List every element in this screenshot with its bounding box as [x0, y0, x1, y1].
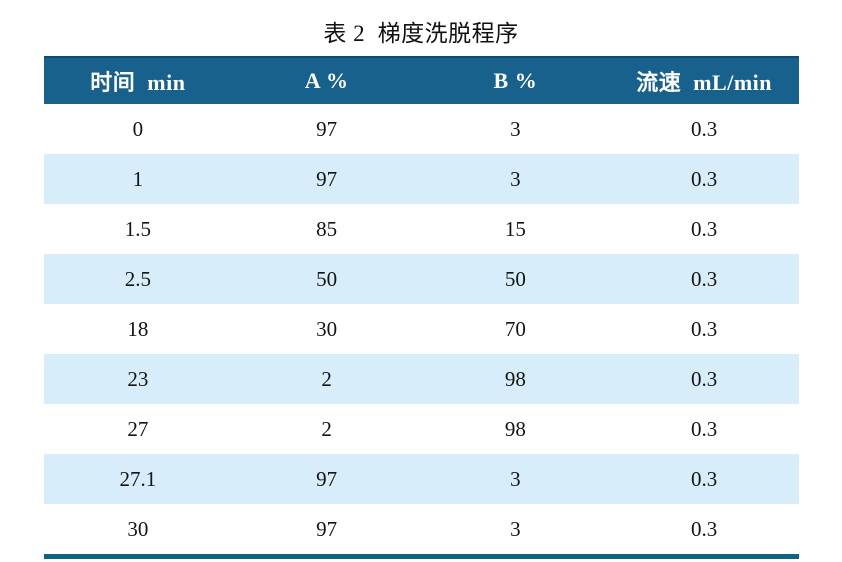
table-row: 1.5 85 15 0.3	[44, 204, 799, 254]
cell-flow-rate: 0.3	[691, 466, 718, 491]
cell-flow-rate: 0.3	[691, 166, 718, 191]
header-flow-rate: 流速 mL/min	[609, 56, 799, 104]
cell-flow-rate: 0.3	[691, 316, 718, 341]
gradient-elution-table: 时间 min A % B % 流速 mL/min 0 97 3 0.3 1 97…	[43, 56, 799, 559]
cell-b-percent: 3	[510, 516, 521, 541]
header-row: 时间 min A % B % 流速 mL/min	[43, 56, 799, 104]
header-a-percent: A %	[232, 56, 421, 104]
cell-b-percent: 70	[504, 316, 526, 341]
cell-flow-rate: 0.3	[691, 216, 718, 241]
cell-time: 1.5	[124, 216, 151, 241]
header-b-percent: B %	[421, 56, 610, 104]
header-time: 时间 min	[43, 56, 233, 104]
cell-time: 0	[132, 116, 144, 141]
cell-a-percent: 2	[321, 366, 332, 391]
table-row: 23 2 98 0.3	[43, 354, 799, 404]
table-row: 27.1 97 3 0.3	[43, 454, 799, 504]
table-row: 27 2 98 0.3	[44, 404, 799, 454]
table-row: 30 97 3 0.3	[44, 504, 799, 557]
cell-a-percent: 97	[316, 166, 338, 191]
table-row: 0 97 3 0.3	[44, 104, 799, 154]
table-title: 表 2 梯度洗脱程序	[323, 21, 519, 46]
table-row: 1 97 3 0.3	[43, 154, 799, 204]
cell-flow-rate: 0.3	[691, 116, 718, 141]
cell-time: 27.1	[119, 466, 157, 491]
cell-a-percent: 97	[316, 516, 338, 541]
cell-flow-rate: 0.3	[691, 516, 718, 541]
cell-time: 18	[127, 316, 149, 341]
cell-flow-rate: 0.3	[691, 266, 718, 291]
table-row: 2.5 50 50 0.3	[43, 254, 799, 304]
cell-flow-rate: 0.3	[691, 416, 718, 441]
cell-a-percent: 97	[316, 466, 338, 491]
cell-a-percent: 85	[316, 216, 338, 241]
cell-a-percent: 30	[316, 316, 338, 341]
table-row: 18 30 70 0.3	[44, 304, 799, 354]
cell-b-percent: 3	[510, 166, 521, 191]
cell-a-percent: 97	[316, 116, 338, 141]
cell-b-percent: 3	[510, 116, 521, 141]
cell-b-percent: 98	[504, 416, 526, 441]
cell-b-percent: 15	[504, 216, 526, 241]
cell-time: 23	[127, 366, 149, 391]
cell-a-percent: 2	[321, 416, 332, 441]
cell-time: 1	[132, 166, 144, 191]
cell-b-percent: 50	[504, 266, 526, 291]
cell-b-percent: 3	[510, 466, 521, 491]
cell-a-percent: 50	[316, 266, 338, 291]
cell-flow-rate: 0.3	[691, 366, 718, 391]
cell-time: 27	[127, 416, 149, 441]
cell-time: 2.5	[124, 266, 151, 291]
cell-time: 30	[127, 516, 149, 541]
cell-b-percent: 98	[504, 366, 526, 391]
